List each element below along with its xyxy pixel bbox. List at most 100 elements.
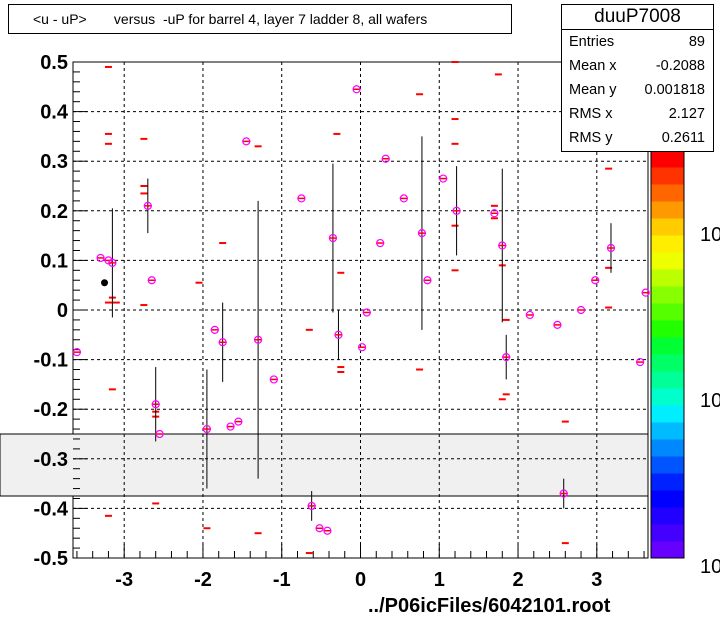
y-tick-label: -0.4 — [34, 498, 69, 520]
profile-marker — [525, 310, 534, 320]
y-tick-label: 0.1 — [40, 250, 68, 272]
y-tick-label: 0.2 — [40, 201, 68, 223]
profile-marker — [226, 422, 235, 431]
chart-title: <u - uP> versus -uP for barrel 4, layer … — [8, 4, 512, 34]
profile-marker — [439, 174, 448, 183]
profile-marker — [381, 154, 390, 163]
profile-marker — [591, 276, 600, 285]
stats-value: 0.2611 — [661, 130, 705, 146]
x-tick-label: 1 — [434, 569, 445, 591]
palette-swatch — [651, 337, 684, 355]
stats-label: RMS x — [569, 106, 613, 122]
stats-row-mean-x: Mean x -0.2088 — [562, 54, 713, 78]
profile-marker — [559, 489, 568, 498]
y-tick-label: 0.3 — [40, 151, 68, 173]
x-tick-label: 2 — [512, 569, 523, 591]
palette-swatch — [651, 439, 684, 457]
palette-swatch — [651, 541, 684, 559]
y-tick-label: 0.4 — [40, 102, 69, 124]
stats-value: 89 — [688, 34, 705, 50]
stats-row-rms-x: RMS x 2.127 — [562, 102, 713, 126]
y-tick-label: 0.5 — [40, 52, 68, 74]
palette-swatch — [651, 320, 684, 338]
color-palette — [650, 149, 685, 559]
profile-markers — [72, 85, 650, 535]
palette-swatch — [651, 405, 684, 423]
palette-swatch — [651, 473, 684, 491]
profile-marker — [452, 206, 461, 215]
file-path-label: ../P06icFiles/6042101.root — [368, 595, 611, 617]
profile-marker — [362, 308, 371, 317]
profile-marker — [155, 429, 164, 439]
palette-label: 10 — [700, 224, 720, 246]
grid-lines — [73, 62, 648, 558]
black-point — [101, 279, 109, 287]
y-tick-labels: -0.5 -0.4 -0.3 -0.2 -0.1 0 0.1 0.2 0.3 0.4 0.5 — [34, 52, 69, 570]
palette-label: 10 — [700, 390, 720, 412]
profile-marker — [323, 526, 332, 535]
profile-marker — [357, 343, 367, 352]
profile-marker — [96, 253, 105, 263]
stats-name: duuP7008 — [562, 5, 713, 30]
y-tick-label: -0.5 — [34, 548, 68, 570]
palette-swatch — [651, 201, 684, 219]
profile-marker — [334, 330, 343, 339]
profile-marker — [576, 305, 586, 315]
profile-marker — [108, 258, 117, 267]
profile-marker — [636, 357, 645, 367]
profile-marker — [376, 238, 385, 248]
profile-marker — [234, 417, 243, 426]
stats-row-rms-y: RMS y 0.2611 — [562, 126, 713, 150]
x-tick-label: 0 — [355, 569, 366, 591]
palette-swatch — [651, 167, 684, 185]
palette-labels: 10 10 10 — [700, 224, 720, 578]
stats-value: 0.001818 — [644, 82, 705, 98]
profile-marker — [417, 229, 427, 238]
profile-marker — [210, 325, 219, 334]
palette-swatch — [651, 507, 684, 525]
y-tick-label: -0.3 — [34, 449, 68, 471]
palette-swatch — [651, 184, 684, 202]
profile-marker — [242, 137, 251, 146]
stats-value: 2.127 — [668, 106, 705, 122]
palette-swatch — [651, 303, 684, 321]
stats-label: Entries — [569, 34, 615, 50]
y-tick-label: -0.2 — [34, 399, 68, 421]
stats-label: Mean x — [569, 58, 617, 74]
profile-marker — [218, 338, 227, 347]
profile-marker — [502, 353, 511, 362]
profile-marker — [399, 194, 408, 203]
palette-swatch — [651, 269, 684, 287]
palette-swatch — [651, 490, 684, 508]
profile-marker — [498, 241, 507, 250]
palette-label: 10 — [700, 556, 720, 578]
profile-marker — [606, 243, 616, 253]
profile-marker — [202, 424, 212, 434]
y-tick-label: -0.1 — [34, 350, 68, 372]
profile-marker — [553, 320, 562, 329]
x-tick-labels: -3 -2 -1 0 1 2 3 — [115, 569, 602, 591]
profile-marker — [423, 276, 432, 285]
x-tick-label: 3 — [591, 569, 602, 591]
palette-swatch — [651, 371, 684, 389]
profile-marker — [143, 201, 152, 210]
y-tick-label: 0 — [57, 300, 68, 322]
palette-swatch — [651, 286, 684, 304]
palette-swatch — [651, 235, 684, 253]
profile-marker — [352, 85, 361, 94]
x-tick-label: -3 — [115, 569, 133, 591]
palette-swatch — [651, 354, 684, 372]
profile-marker — [147, 276, 156, 285]
palette-swatch — [651, 150, 684, 168]
profile-marker — [269, 375, 278, 384]
profile-marker — [254, 335, 263, 344]
palette-swatch — [651, 388, 684, 406]
profile-marker — [297, 194, 306, 203]
stats-label: Mean y — [569, 82, 617, 98]
stats-box: duuP7008 Entries 89 Mean x -0.2088 Mean … — [561, 4, 714, 152]
profile-marker — [641, 288, 650, 297]
shaded-band — [0, 433, 649, 497]
x-tick-label: -1 — [273, 569, 291, 591]
stats-value: -0.2088 — [655, 58, 705, 74]
